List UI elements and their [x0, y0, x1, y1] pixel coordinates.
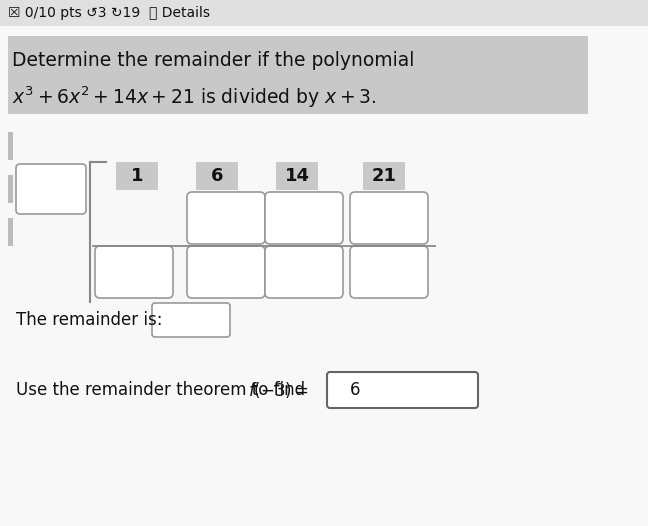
Bar [8, 36, 588, 114]
FancyBboxPatch shape [152, 303, 230, 337]
FancyBboxPatch shape [265, 246, 343, 298]
Bar [196, 162, 238, 190]
Bar [276, 162, 318, 190]
FancyBboxPatch shape [350, 246, 428, 298]
Text: The remainder is:: The remainder is: [16, 311, 163, 329]
Text: $f(-3)=$: $f(-3)=$ [248, 380, 308, 400]
Text: 6: 6 [211, 167, 224, 185]
Text: 1: 1 [131, 167, 143, 185]
Text: ☒ 0/10 pts ↺3 ↻19  ⓘ Details: ☒ 0/10 pts ↺3 ↻19 ⓘ Details [8, 6, 210, 20]
Text: Determine the remainder if the polynomial: Determine the remainder if the polynomia… [12, 50, 414, 69]
Text: 6: 6 [350, 381, 360, 399]
Bar [8, 175, 13, 203]
FancyBboxPatch shape [327, 372, 478, 408]
Text: 21: 21 [371, 167, 397, 185]
FancyBboxPatch shape [16, 164, 86, 214]
Text: 14: 14 [284, 167, 310, 185]
FancyBboxPatch shape [350, 192, 428, 244]
Bar [0, 0, 648, 26]
FancyBboxPatch shape [187, 192, 265, 244]
Bar [116, 162, 158, 190]
Bar [8, 132, 13, 160]
FancyBboxPatch shape [187, 246, 265, 298]
Bar [8, 218, 13, 246]
Text: $x^3 + 6x^2 + 14x + 21$ is divided by $x + 3$.: $x^3 + 6x^2 + 14x + 21$ is divided by $x… [12, 84, 376, 110]
FancyBboxPatch shape [265, 192, 343, 244]
FancyBboxPatch shape [95, 246, 173, 298]
Text: Use the remainder theorem to find: Use the remainder theorem to find [16, 381, 310, 399]
Bar [363, 162, 405, 190]
